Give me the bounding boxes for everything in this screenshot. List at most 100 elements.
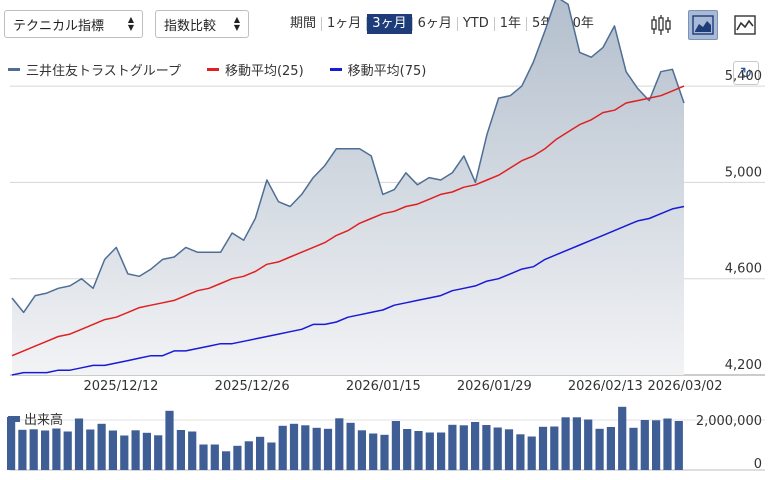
volume-tick-label: 2,000,000 <box>696 414 762 429</box>
volume-bar <box>222 451 231 471</box>
volume-bar <box>629 427 638 471</box>
legend-label-price: 三井住友トラストグループ <box>26 64 181 79</box>
x-tick-label: 2026/01/15 <box>346 379 421 394</box>
volume-bar <box>142 432 151 471</box>
volume-bar <box>74 418 84 470</box>
volume-bar <box>29 429 38 471</box>
candlestick-chart-button[interactable] <box>646 10 676 40</box>
area-chart-icon <box>692 15 714 35</box>
volume-bar <box>482 425 491 470</box>
volume-bar <box>674 421 683 470</box>
volume-bar <box>504 429 514 471</box>
legend-swatch-ma75 <box>329 68 342 71</box>
y-tick-label: 4,600 <box>725 262 762 277</box>
volume-bar <box>278 425 287 471</box>
volume-bar <box>120 435 129 470</box>
legend-item-price[interactable]: 三井住友トラストグループ <box>8 60 181 79</box>
y-tick-label: 4,200 <box>725 358 762 373</box>
volume-bar <box>97 423 106 471</box>
select-arrows-icon: ▲ ▼ <box>127 15 134 32</box>
ma25-line <box>11 85 685 357</box>
line-chart-button[interactable] <box>730 10 760 40</box>
volume-bar <box>572 417 581 471</box>
volume-bar <box>663 418 672 470</box>
volume-bar <box>176 430 185 470</box>
candlestick-icon <box>651 15 671 35</box>
volume-bar <box>561 417 570 471</box>
volume-bar <box>595 428 604 471</box>
x-tick-label: 2025/12/26 <box>215 379 290 394</box>
volume-bar <box>199 444 208 470</box>
volume-bar <box>425 432 434 470</box>
volume-bar <box>516 434 525 471</box>
volume-bar <box>165 410 174 471</box>
volume-bar <box>52 428 61 470</box>
legend-item-ma25[interactable]: 移動平均(25) <box>206 60 304 79</box>
volume-bar <box>618 406 627 471</box>
period-1m[interactable]: 1ヶ月 <box>327 16 362 31</box>
legend-item-ma75[interactable]: 移動平均(75) <box>329 60 427 79</box>
volume-bar <box>301 425 310 471</box>
volume-bar <box>86 429 95 470</box>
period-10y[interactable]: 10年 <box>564 16 594 31</box>
price-line <box>11 0 685 314</box>
period-label: 期間 <box>290 16 317 31</box>
volume-bar <box>267 442 276 470</box>
legend-label-ma75: 移動平均(75) <box>347 64 427 79</box>
volume-bar <box>323 428 333 471</box>
volume-bar <box>538 426 548 471</box>
volume-bar <box>41 430 50 470</box>
volume-bar <box>550 426 559 470</box>
period-1y[interactable]: 1年 <box>499 16 522 31</box>
select-arrows-icon: ▲ ▼ <box>233 15 240 32</box>
ma75-line <box>11 205 685 376</box>
volume-bar <box>188 431 197 470</box>
volume-bar <box>335 418 344 471</box>
legend-swatch-ma25 <box>206 68 219 71</box>
period-ytd[interactable]: YTD <box>462 16 489 31</box>
period-6m[interactable]: 6ヶ月 <box>417 16 452 31</box>
volume-legend: 出来高 <box>8 409 63 428</box>
volume-tick-label: 0 <box>754 457 762 472</box>
period-3m[interactable]: 3ヶ月 <box>367 14 412 34</box>
x-tick-label: 2026/02/13 <box>568 379 643 394</box>
period-selector: 期間 1ヶ月 3ヶ月 6ヶ月 YTD 1年 5年 10年 <box>285 14 599 34</box>
volume-bar <box>448 424 457 471</box>
volume-swatch <box>8 415 20 422</box>
x-tick-label: 2026/03/02 <box>648 379 723 394</box>
volume-bar <box>471 422 480 470</box>
refresh-button[interactable]: ↻ <box>733 61 759 85</box>
area-chart-button[interactable] <box>688 10 718 40</box>
volume-bar <box>391 421 400 470</box>
technical-indicator-select[interactable]: テクニカル指標 ▲ ▼ <box>4 10 143 38</box>
volume-bar <box>369 433 378 470</box>
index-compare-label: 指数比較 <box>164 18 217 34</box>
volume-bar <box>233 445 242 471</box>
x-tick-label: 2026/01/29 <box>457 379 532 394</box>
volume-bar <box>131 430 140 471</box>
refresh-icon: ↻ <box>739 64 753 82</box>
volume-bar <box>606 427 615 470</box>
volume-bar <box>527 436 536 470</box>
price-area <box>12 0 684 375</box>
x-tick-label: 2025/12/12 <box>84 379 159 394</box>
period-5y[interactable]: 5年 <box>532 16 554 31</box>
volume-bar <box>584 419 593 470</box>
volume-bar <box>108 430 117 470</box>
volume-legend-label: 出来高 <box>24 413 64 428</box>
technical-indicator-label: テクニカル指標 <box>13 18 105 34</box>
volume-bar <box>244 441 253 471</box>
volume-bar <box>380 434 389 471</box>
volume-bar <box>256 436 265 471</box>
volume-bar <box>154 435 163 471</box>
volume-bar <box>210 444 219 470</box>
volume-bar <box>493 427 502 470</box>
volume-bar <box>357 430 366 471</box>
chart-legend: 三井住友トラストグループ 移動平均(25) 移動平均(75) <box>8 60 426 79</box>
volume-bar <box>289 423 299 471</box>
volume-bar <box>459 425 468 471</box>
volume-bar <box>437 432 446 470</box>
index-compare-select[interactable]: 指数比較 ▲ ▼ <box>155 10 249 38</box>
volume-bar <box>414 431 423 470</box>
line-chart-icon <box>734 15 756 35</box>
